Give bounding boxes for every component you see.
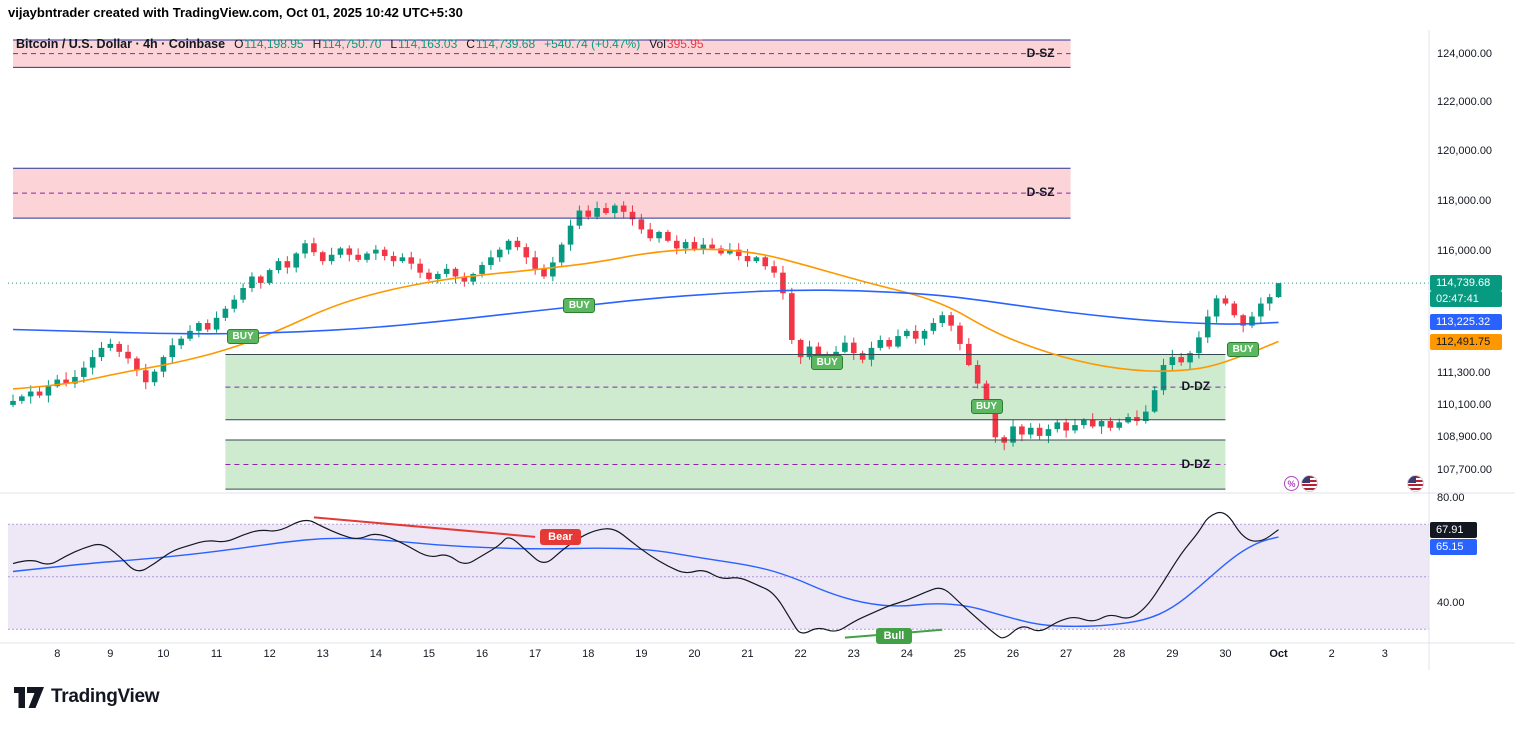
buy-signal-badge[interactable]: BUY	[563, 297, 596, 313]
time-axis-label: 15	[422, 648, 436, 660]
time-axis-label: 14	[369, 648, 382, 660]
time-axis-label: 29	[1166, 648, 1179, 660]
buy-signal-badge[interactable]: BUY	[227, 329, 260, 345]
time-axis-label: 3	[1381, 648, 1388, 660]
time-axis-label: 24	[900, 648, 913, 660]
us-flag-icon[interactable]	[1408, 476, 1423, 491]
time-axis-label: 8	[54, 648, 61, 660]
time-axis-label: 19	[635, 648, 648, 660]
economic-event-icon[interactable]: %	[1284, 476, 1299, 491]
zone-label: D-DZ	[1181, 379, 1211, 394]
attribution-text: vijaybntrader created with TradingView.c…	[8, 5, 463, 20]
high-value: 114,750.70	[322, 37, 382, 51]
change-value: +540.74 (+0.47%)	[544, 37, 641, 51]
time-axis-label: Oct	[1269, 648, 1288, 660]
price-axis-tick: 111,300.00	[1437, 366, 1491, 379]
supply-zone[interactable]	[13, 40, 1071, 68]
low-label: L	[390, 37, 398, 51]
close-label: C	[466, 37, 475, 51]
rsi-value-badge: 67.91	[1430, 521, 1477, 538]
tradingview-logo-icon	[14, 686, 44, 708]
symbol-title[interactable]: Bitcoin / U.S. Dollar · 4h · Coinbase	[16, 37, 226, 51]
time-axis-label: 26	[1006, 648, 1020, 660]
time-axis-label: 30	[1219, 648, 1232, 660]
time-axis-label: 9	[107, 648, 114, 660]
time-axis-label: 25	[953, 648, 967, 660]
time-axis-label: 16	[475, 648, 489, 660]
time-axis-label: 21	[741, 648, 754, 660]
price-axis-tick: 110,100.00	[1437, 398, 1492, 411]
volume-value: 395.95	[666, 37, 704, 51]
price-axis-tick: 116,000.00	[1437, 244, 1492, 257]
price-axis-tick: 120,000.00	[1437, 144, 1493, 157]
buy-signal-badge[interactable]: BUY	[970, 399, 1003, 415]
time-axis-label: 23	[847, 648, 860, 660]
time-axis-label: 17	[529, 648, 542, 660]
rsi-axis-tick: 80.00	[1437, 492, 1465, 504]
time-axis-label: 20	[688, 648, 701, 660]
zones-fill-layer[interactable]	[13, 40, 1226, 490]
zone-label: D-SZ	[1026, 185, 1055, 200]
price-axis-tick: 122,000.00	[1437, 96, 1493, 109]
zone-label: D-SZ	[1026, 45, 1055, 60]
tradingview-logo-text: TradingView	[51, 686, 160, 707]
time-axis-label: 11	[210, 648, 223, 660]
last-price-badge: 114,739.68	[1430, 275, 1502, 292]
us-flag-icon[interactable]	[1302, 476, 1317, 491]
price-axis-tick: 118,000.00	[1437, 194, 1492, 207]
rsi-axis-tick: 40.00	[1437, 597, 1465, 609]
bull-label[interactable]: Bull	[875, 627, 913, 644]
rsi-ma-line[interactable]	[12, 536, 1279, 627]
buy-signal-badge[interactable]: BUY	[811, 355, 844, 371]
time-axis-label: 2	[1328, 648, 1335, 660]
supply-zone[interactable]	[13, 168, 1071, 219]
close-value: 114,739.68	[475, 37, 536, 51]
zone-label: D-DZ	[1181, 456, 1211, 471]
high-label: H	[312, 37, 322, 51]
price-axis-tick: 108,900.00	[1437, 431, 1493, 444]
bear-label[interactable]: Bear	[540, 528, 581, 545]
ma-line-blue[interactable]	[12, 289, 1279, 335]
open-value: 114,198.95	[244, 37, 304, 51]
time-axis-label: 10	[157, 648, 170, 660]
buy-signal-badge[interactable]: BUY	[1227, 342, 1260, 358]
time-axis-label: 22	[794, 648, 807, 660]
rsi-line[interactable]	[12, 511, 1279, 639]
countdown-badge: 02:47:41	[1430, 291, 1502, 308]
time-axis-label: 18	[582, 648, 595, 660]
zone-borders[interactable]	[13, 39, 1226, 490]
time-axis-label: 27	[1060, 648, 1073, 660]
price-axis-tick: 107,700.00	[1437, 463, 1493, 476]
orange-ma-price-badge: 112,491.75	[1430, 333, 1502, 350]
rsi-ma-value-badge: 65.15	[1430, 538, 1477, 555]
volume-label: Vol	[649, 37, 666, 51]
blue-ma-price-badge: 113,225.32	[1430, 314, 1502, 331]
bear-trendline[interactable]	[313, 516, 536, 538]
tradingview-logo[interactable]: TradingView	[14, 686, 160, 708]
open-label: O	[234, 37, 244, 51]
time-axis-label: 13	[316, 648, 329, 660]
time-axis-label: 28	[1113, 648, 1126, 660]
candlestick-series[interactable]	[10, 201, 1282, 451]
low-value: 114,163.03	[398, 37, 458, 51]
time-axis-label: 12	[263, 648, 276, 660]
price-axis-tick: 124,000.00	[1437, 48, 1493, 61]
